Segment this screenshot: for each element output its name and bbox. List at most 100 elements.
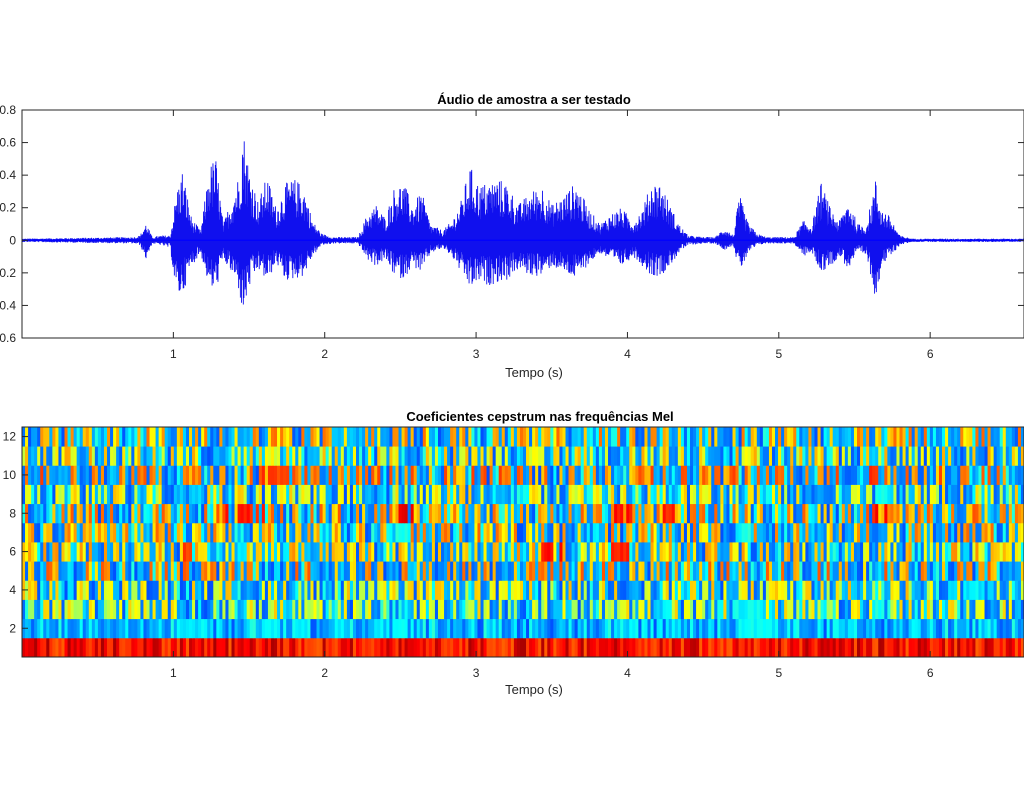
- mfcc-cell: [592, 599, 597, 620]
- mfcc-cell: [456, 446, 460, 466]
- mfcc-cell: [753, 618, 758, 639]
- mfcc-cell: [70, 446, 75, 466]
- mfcc-cell: [140, 580, 144, 600]
- mfcc-cell: [723, 484, 727, 505]
- mfcc-cell: [857, 580, 861, 600]
- mfcc-cell: [398, 561, 402, 581]
- mfcc-cell: [814, 446, 818, 466]
- mfcc-cell: [702, 561, 706, 581]
- mfcc-cell: [577, 637, 582, 657]
- mfcc-cell: [49, 580, 53, 600]
- mfcc-cell: [781, 446, 785, 466]
- mfcc-cell: [720, 465, 724, 485]
- mfcc-cell: [853, 465, 858, 485]
- mfcc-cell: [164, 637, 169, 657]
- mfcc-cell: [999, 618, 1004, 639]
- mfcc-cell: [213, 446, 217, 466]
- mfcc-cell: [629, 427, 633, 447]
- mfcc-cell: [283, 484, 287, 505]
- mfcc-cell: [286, 618, 290, 639]
- mfcc-cell: [210, 522, 214, 543]
- mfcc-cell: [422, 465, 427, 485]
- mfcc-cell: [207, 522, 211, 543]
- mfcc-cell: [659, 618, 664, 639]
- mfcc-cell: [459, 561, 463, 581]
- mfcc-cell: [857, 427, 861, 447]
- mfcc-cell: [559, 580, 563, 600]
- mfcc-cell: [562, 484, 566, 505]
- mfcc-cell: [234, 599, 238, 620]
- mfcc-cell: [462, 618, 466, 639]
- mfcc-cell: [507, 618, 512, 639]
- mfcc-cell: [362, 446, 366, 466]
- mfcc-cell: [853, 503, 858, 524]
- mfcc-cell: [283, 465, 287, 485]
- mfcc-cell: [696, 618, 700, 639]
- mfcc-cell: [513, 580, 518, 600]
- mfcc-cell: [170, 503, 175, 524]
- mfcc-cell: [137, 522, 141, 543]
- mfcc-cell: [826, 561, 831, 581]
- mfcc-cell: [708, 522, 712, 543]
- mfcc-cell: [589, 542, 594, 562]
- mfcc-cell: [459, 427, 463, 447]
- mfcc-cell: [644, 465, 648, 485]
- mfcc-cell: [91, 580, 96, 600]
- mfcc-cell: [456, 618, 460, 639]
- mfcc-cell: [929, 484, 934, 505]
- mfcc-cell: [544, 446, 548, 466]
- mfcc-cell: [28, 599, 32, 620]
- mfcc-cell: [914, 580, 919, 600]
- mfcc-cell: [1020, 580, 1024, 600]
- mfcc-cell: [34, 561, 38, 581]
- mfcc-cell: [765, 580, 770, 600]
- mfcc-cell: [705, 503, 709, 524]
- mfcc-cell: [377, 561, 381, 581]
- mfcc-cell: [887, 561, 891, 581]
- mfcc-cell: [213, 503, 217, 524]
- mfcc-cell: [656, 542, 661, 562]
- mfcc-cell: [182, 637, 187, 657]
- mfcc-cell: [167, 503, 172, 524]
- mfcc-cell: [483, 561, 487, 581]
- mfcc-cell: [349, 542, 354, 562]
- mfcc-cell: [756, 465, 761, 485]
- mfcc-cell: [128, 542, 132, 562]
- mfcc-cell: [993, 618, 998, 639]
- mfcc-cell: [58, 618, 62, 639]
- mfcc-cell: [932, 542, 937, 562]
- mfcc-cell: [635, 427, 639, 447]
- mfcc-cell: [793, 522, 797, 543]
- mfcc-cell: [902, 465, 906, 485]
- mfcc-cell: [857, 484, 861, 505]
- mfcc-cell: [805, 561, 809, 581]
- mfcc-cell: [881, 561, 885, 581]
- mfcc-cell: [310, 465, 314, 485]
- mfcc-cell: [787, 484, 791, 505]
- mfcc-cell: [1017, 484, 1022, 505]
- mfcc-cell: [796, 465, 800, 485]
- mfcc-cell: [246, 484, 251, 505]
- mfcc-cell: [620, 522, 624, 543]
- mfcc-cell: [389, 484, 393, 505]
- mfcc-cell: [410, 522, 415, 543]
- mfcc-cell: [674, 599, 679, 620]
- mfcc-cell: [519, 561, 524, 581]
- mfcc-cell: [158, 446, 163, 466]
- mfcc-cell: [85, 637, 90, 657]
- mfcc-cell: [201, 561, 205, 581]
- mfcc-cell: [857, 522, 861, 543]
- mfcc-cell: [61, 580, 65, 600]
- mfcc-cell: [444, 637, 448, 657]
- mfcc-cell: [137, 599, 141, 620]
- mfcc-cell: [653, 580, 657, 600]
- mfcc-cell: [614, 427, 618, 447]
- mfcc-cell: [374, 580, 378, 600]
- mfcc-cell: [334, 427, 339, 447]
- mfcc-cell: [981, 599, 985, 620]
- mfcc-cell: [413, 503, 418, 524]
- mfcc-cell: [328, 561, 333, 581]
- mfcc-cell: [422, 561, 427, 581]
- mfcc-cell: [471, 503, 475, 524]
- mfcc-cell: [595, 484, 600, 505]
